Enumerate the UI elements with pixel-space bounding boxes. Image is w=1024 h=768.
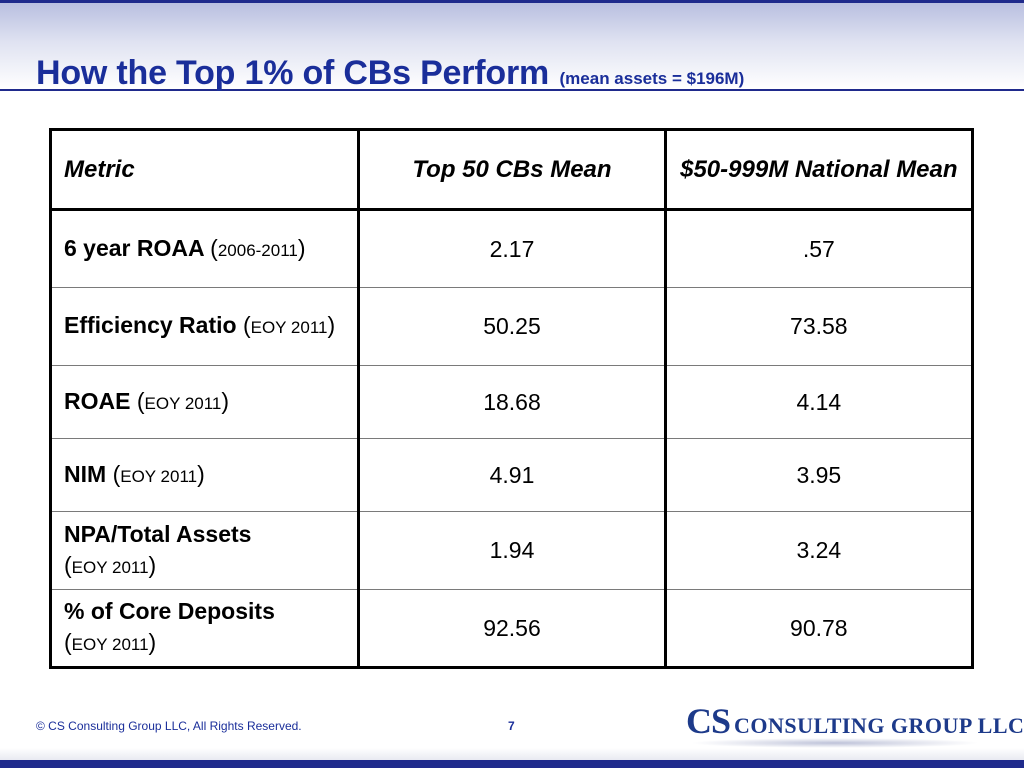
page-number: 7 bbox=[508, 719, 515, 733]
metric-cell: % of Core Deposits (EOY 2011) bbox=[49, 589, 360, 668]
metric-label: NPA/Total Assets bbox=[64, 520, 252, 547]
table-row: ROAE (EOY 2011) 18.68 4.14 bbox=[49, 365, 974, 439]
top-border bbox=[0, 0, 1024, 3]
top50-value: 2.17 bbox=[357, 209, 666, 288]
top50-value: 4.91 bbox=[357, 438, 666, 512]
header-top50: Top 50 CBs Mean bbox=[357, 129, 666, 211]
header-national: $50-999M National Mean bbox=[663, 129, 974, 211]
metric-period: EOY 2011 bbox=[120, 466, 198, 486]
logo-name: CONSULTING GROUP LLC bbox=[734, 713, 1024, 738]
table-row: NPA/Total Assets (EOY 2011) 1.94 3.24 bbox=[49, 511, 974, 590]
title-rule bbox=[0, 89, 1024, 91]
metric-cell: NIM (EOY 2011) bbox=[49, 438, 360, 512]
metric-label: ROAE bbox=[64, 387, 131, 414]
national-value: 3.95 bbox=[663, 438, 974, 512]
top50-value: 18.68 bbox=[357, 365, 666, 439]
metrics-table: Metric Top 50 CBs Mean $50-999M National… bbox=[49, 128, 974, 669]
header-band bbox=[0, 3, 1024, 89]
national-value: 90.78 bbox=[663, 589, 974, 668]
metric-cell: 6 year ROAA (2006-2011) bbox=[49, 209, 360, 288]
metric-cell: NPA/Total Assets (EOY 2011) bbox=[49, 511, 360, 590]
metric-label: % of Core Deposits bbox=[64, 598, 275, 624]
metric-period: EOY 2011 bbox=[71, 635, 149, 654]
table-row: % of Core Deposits (EOY 2011) 92.56 90.7… bbox=[49, 589, 974, 668]
national-value: 3.24 bbox=[663, 511, 974, 590]
metric-label: NIM bbox=[64, 460, 107, 487]
logo-cs: CS bbox=[686, 701, 731, 741]
table-row: 6 year ROAA (2006-2011) 2.17 .57 bbox=[49, 209, 974, 288]
national-value: 73.58 bbox=[663, 287, 974, 366]
metric-period: EOY 2011 bbox=[250, 318, 328, 337]
national-value: 4.14 bbox=[663, 365, 974, 439]
top50-value: 50.25 bbox=[357, 287, 666, 366]
metric-cell: ROAE (EOY 2011) bbox=[49, 365, 360, 439]
table-row: Efficiency Ratio (EOY 2011) 50.25 73.58 bbox=[49, 287, 974, 366]
logo-shadow bbox=[690, 738, 980, 748]
table-row: NIM (EOY 2011) 4.91 3.95 bbox=[49, 438, 974, 512]
metric-cell: Efficiency Ratio (EOY 2011) bbox=[49, 287, 360, 366]
metric-label: 6 year ROAA bbox=[64, 234, 204, 261]
slide-title: How the Top 1% of CBs Perform (mean asse… bbox=[36, 54, 744, 93]
header-metric: Metric bbox=[49, 129, 360, 211]
metric-period: EOY 2011 bbox=[144, 393, 222, 413]
metric-period: EOY 2011 bbox=[71, 557, 149, 577]
title-subtitle: (mean assets = $196M) bbox=[559, 69, 745, 88]
top50-value: 92.56 bbox=[357, 589, 666, 668]
national-value: .57 bbox=[663, 209, 974, 288]
company-logo: CS CONSULTING GROUP LLC bbox=[686, 700, 1024, 742]
top50-value: 1.94 bbox=[357, 511, 666, 590]
metric-period: 2006-2011 bbox=[217, 240, 298, 260]
title-main: How the Top 1% of CBs Perform bbox=[36, 54, 550, 92]
table-header-row: Metric Top 50 CBs Mean $50-999M National… bbox=[49, 129, 974, 211]
footer-bar bbox=[0, 760, 1024, 768]
metric-label: Efficiency Ratio bbox=[64, 312, 237, 338]
copyright-text: © CS Consulting Group LLC, All Rights Re… bbox=[36, 719, 302, 733]
